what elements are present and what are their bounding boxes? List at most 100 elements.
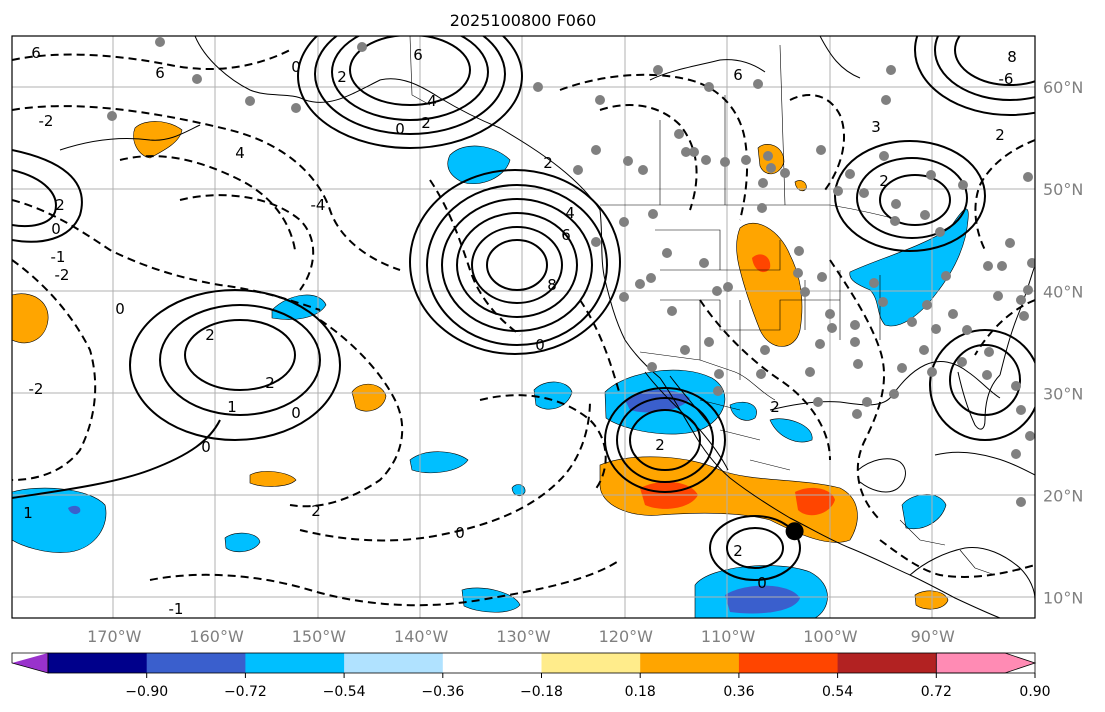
station-dot [1023,172,1033,182]
dashed-contour-17 [579,299,621,396]
station-dot [1016,295,1026,305]
station-dot [922,300,932,310]
station-dot [1005,238,1015,248]
station-dot [852,409,862,419]
coastline-yucatan [857,458,906,493]
contour-label: -2 [39,112,54,130]
contour-low-alaska-1 [349,36,471,106]
contour-label: 0 [535,336,545,354]
contour-west-2 [12,169,57,228]
contour-low-alaska-4 [297,36,523,149]
contour-label: 0 [201,438,211,456]
contour-east-2 [856,157,968,239]
coastline-alaska [194,36,601,211]
colorbar-level-label: 0.54 [822,684,853,700]
shade-neg-bc [447,145,511,185]
contour-label: 2 [879,172,889,190]
shade-pos-rockies [736,222,803,347]
colorbar-level-label: 0.72 [921,684,952,700]
pacific-high-contours [129,289,341,441]
station-dot [948,309,958,319]
shade-neg-small-3 [224,532,261,553]
colorbar-segment [837,653,937,673]
station-dot [817,272,827,282]
station-dot [619,292,629,302]
contour-labels: 6 6 6 4 2 0 2 4 6 8 2 1 0 2 0 2 0 2 1 2 … [23,44,1017,618]
station-dot [701,155,711,165]
border-alaska-canada [409,36,431,106]
border-canada-provinces [659,44,786,206]
mexico-low-contours [604,387,726,493]
latitude-tick-label: 30°N [1043,384,1083,403]
contour-label: 2 [265,374,275,392]
dashed-contour-1 [12,49,291,70]
station-dot [766,163,776,173]
colorbar-level-label: −0.36 [421,684,464,700]
latitude-tick-label: 40°N [1043,282,1083,301]
colorbar-level-label: 0.90 [1019,684,1050,700]
station-dot [982,370,992,380]
station-dot [573,165,583,175]
dashed-contour-14 [974,299,1035,356]
station-dot [794,246,804,256]
dashed-contour-20 [119,155,296,251]
station-dot [805,367,815,377]
station-dot [1016,497,1026,507]
coastline-aleutians [59,124,201,151]
dashed-contour-13 [699,299,831,461]
longitude-tick-label: 90°W [911,627,955,646]
contour-label: 0 [455,524,465,542]
contour-label: -4 [311,196,326,214]
shade-neg-mexico-dark [625,389,690,413]
longitude-tick-label: 150°W [292,627,347,646]
longitude-labels: 170°W 160°W 150°W 140°W 130°W 120°W 110°W 100°W… [87,627,955,646]
coastline-gulf [769,361,1001,411]
shade-pos-pacific [351,383,387,412]
contour-ph-3 [129,289,341,441]
station-dot [859,188,869,198]
dashed-contour-7 [299,399,591,542]
colorbar-segment [640,653,740,673]
station-dot [862,397,872,407]
west-edge-contours [12,149,221,499]
contour-high-pacific-5 [426,184,608,346]
station-dot [667,306,677,316]
station-dot [984,347,994,357]
colorbar-level-label: 0.18 [625,684,656,700]
coastline-cuba [934,451,1035,476]
station-dot [845,169,855,179]
shade-pos-small-1 [249,471,297,487]
contour-label: 4 [427,92,437,110]
station-dot [712,286,722,296]
station-dot [997,261,1007,271]
contour-sl-2 [709,515,801,581]
colorbar-segment [344,653,444,673]
station-dot [681,147,691,157]
contour-label: 0 [51,220,61,238]
station-dot [591,145,601,155]
colorbar-extend-low [12,653,48,673]
latitude-tick-label: 60°N [1043,78,1083,97]
shade-pos-mexico [599,456,858,543]
shade-neg-small-2 [409,451,469,473]
contour-label: 0 [291,404,301,422]
station-dot [595,95,605,105]
dashed-contour-8 [149,559,621,607]
contour-label: 2 [421,114,431,132]
station-dot [957,357,967,367]
station-dot [1011,449,1021,459]
station-dot [714,369,724,379]
contour-label: -6 [999,70,1014,88]
station-dot [931,324,941,334]
station-dot [1027,258,1035,268]
map-frame [11,35,1036,619]
longitude-tick-label: 100°W [803,627,858,646]
contour-label: 6 [561,226,571,244]
station-dot [291,103,301,113]
station-dot [619,217,629,227]
station-dot [813,397,823,407]
coastline-west-us [599,209,1001,618]
dashed-contour-9 [559,73,749,221]
station-dot [941,271,951,281]
coastline-central-america [909,546,1035,601]
